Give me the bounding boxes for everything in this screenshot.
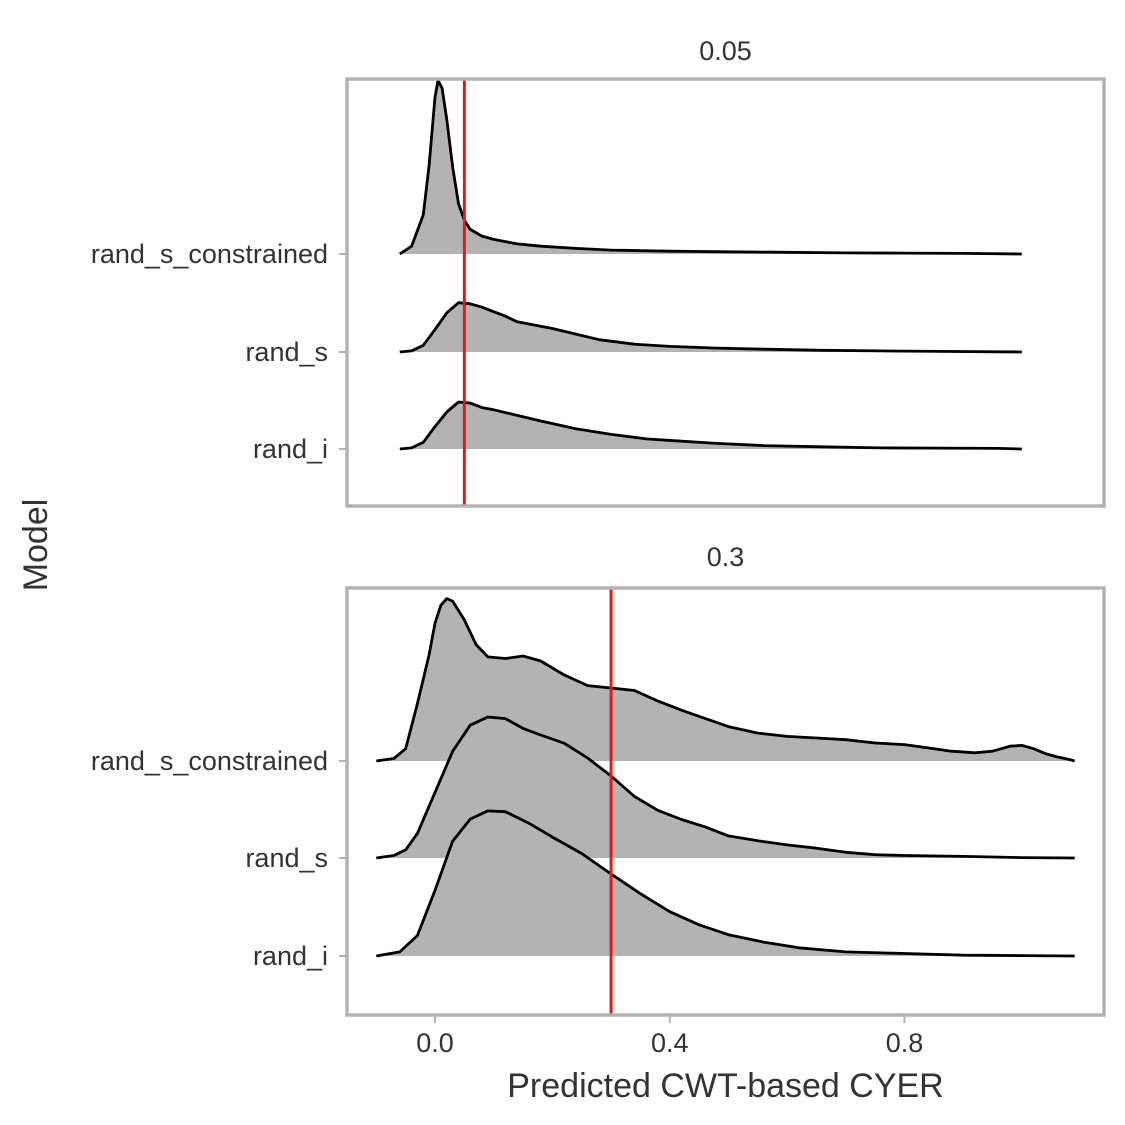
ridge-fill-rand_i bbox=[376, 810, 1075, 956]
ridge-fill-rand_s bbox=[399, 302, 1022, 352]
panel-border bbox=[345, 586, 1106, 1017]
y-tick-label: rand_s_constrained bbox=[91, 746, 328, 776]
facet-title: 0.3 bbox=[707, 542, 745, 572]
facet-title: 0.05 bbox=[699, 36, 752, 66]
y-tick-label: rand_s bbox=[245, 337, 328, 367]
y-tick-label: rand_s_constrained bbox=[91, 239, 328, 269]
ridge-fill-rand_s_constrained bbox=[399, 80, 1022, 255]
ridge-line-rand_s bbox=[376, 715, 1075, 860]
ridge-line-rand_s bbox=[399, 301, 1022, 354]
ridge-fill-rand_s bbox=[376, 717, 1075, 858]
y-tick-label: rand_s bbox=[245, 843, 328, 873]
x-axis-title: Predicted CWT-based CYER bbox=[507, 1067, 944, 1105]
y-tick-label: rand_i bbox=[253, 941, 328, 971]
ridge-fill-rand_s_constrained bbox=[376, 598, 1075, 761]
x-tick-label: 0.4 bbox=[651, 1028, 689, 1058]
x-tick-label: 0.8 bbox=[886, 1028, 924, 1058]
ridge-line-rand_s_constrained bbox=[376, 597, 1076, 763]
y-axis-title: Model bbox=[17, 499, 55, 592]
x-tick-label: 0.0 bbox=[416, 1028, 454, 1058]
ridge-line-rand_s_constrained bbox=[399, 79, 1022, 256]
panel-border bbox=[345, 77, 1106, 508]
ridge-fill-rand_i bbox=[399, 402, 1022, 449]
facet-panel-2: 0.3 rand_i rand_s rand_s_constrained bbox=[91, 542, 1106, 1017]
y-tick-label: rand_i bbox=[253, 434, 328, 464]
ridge-line-rand_i bbox=[399, 400, 1022, 451]
facet-panel-1: 0.05 rand_i rand_s rand_s_constrained bbox=[91, 36, 1106, 508]
